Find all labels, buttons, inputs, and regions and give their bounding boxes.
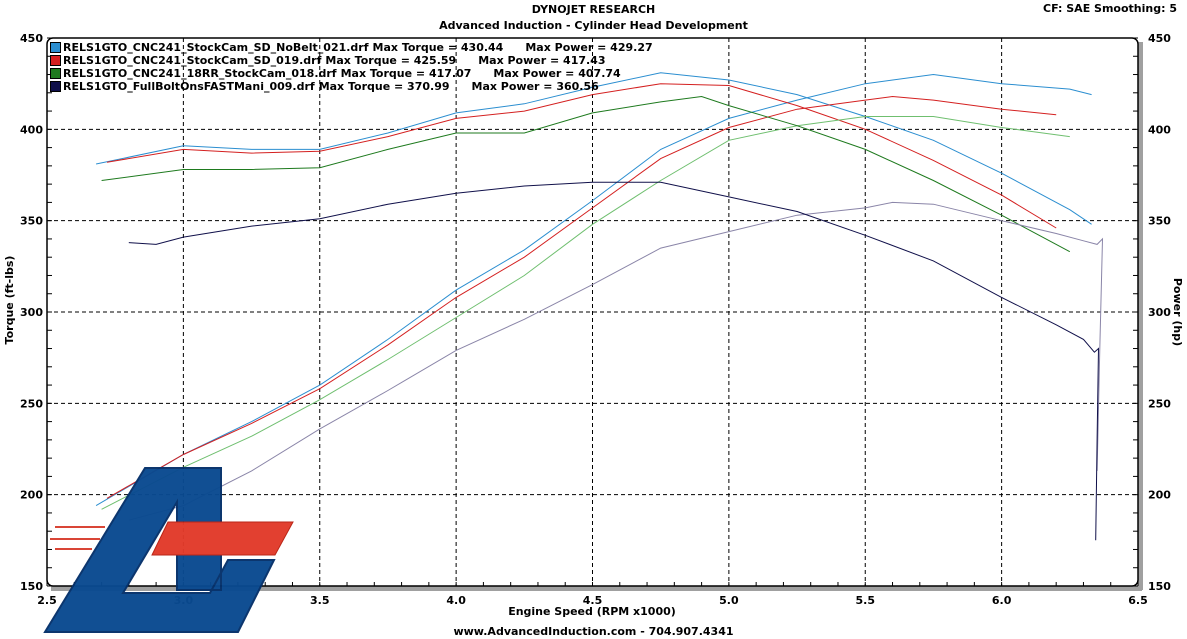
legend-max-torque: Max Torque = 425.59: [325, 54, 457, 67]
x-tick-label: 5.5: [856, 594, 876, 607]
y-tick-label: 300: [20, 306, 43, 319]
y2-tick-label: 150: [1148, 580, 1171, 593]
torque-line-4: [128, 181, 1100, 541]
y-tick-label: 150: [20, 580, 43, 593]
y-tick-label: 450: [20, 32, 43, 45]
y-tick-label: 400: [20, 123, 43, 136]
torque-line-1: [95, 72, 1092, 225]
x-tick-label: 4.0: [446, 594, 466, 607]
x-tick-label: 2.5: [37, 594, 57, 607]
legend-file: RELS1GTO_CNC241_18RR_StockCam_018.drf: [63, 67, 337, 80]
legend-swatch: [50, 81, 61, 92]
y2-tick-label: 200: [1148, 489, 1171, 502]
power-line-4: [128, 201, 1104, 521]
legend-max-power: Max Power = 429.27: [525, 41, 653, 54]
power-line-2: [106, 95, 1057, 499]
company-title: DYNOJET RESEARCH: [531, 3, 656, 16]
x-tick-label: 6.5: [1128, 594, 1148, 607]
x-tick-label: 3.5: [310, 594, 330, 607]
chart-title: Advanced Induction - Cylinder Head Devel…: [439, 19, 748, 32]
legend-entry: RELS1GTO_FullBoltOnsFASTMani_009.drf Max …: [50, 80, 653, 93]
y2-tick-label: 250: [1148, 397, 1171, 410]
legend-max-torque: Max Torque = 430.44: [372, 41, 504, 54]
y-tick-label: 350: [20, 215, 43, 228]
legend-max-power: Max Power = 360.56: [471, 80, 599, 93]
legend-entry: RELS1GTO_CNC241_18RR_StockCam_018.drf Max…: [50, 67, 653, 80]
legend-max-torque: Max Torque = 417.07: [340, 67, 472, 80]
legend-file: RELS1GTO_FullBoltOnsFASTMani_009.drf: [63, 80, 315, 93]
bottom-axis-shadow: [51, 586, 1142, 591]
legend-file: RELS1GTO_CNC241_StockCam_SD_019.drf: [63, 54, 322, 67]
legend-entry: RELS1GTO_CNC241_StockCam_SD_019.drf Max T…: [50, 54, 653, 67]
settings-label: CF: SAE Smoothing: 5: [1043, 2, 1177, 15]
power-line-1: [95, 73, 1092, 507]
logo-red-bar: [151, 521, 294, 556]
legend-swatch: [50, 55, 61, 66]
axes: 2.53.03.54.04.55.05.56.06.51501502002002…: [20, 32, 1171, 607]
footer-text: www.AdvancedInduction.com - 704.907.4341: [453, 625, 734, 638]
y2-tick-label: 300: [1148, 306, 1171, 319]
torque-line-2: [106, 83, 1057, 229]
y2-tick-label: 350: [1148, 215, 1171, 228]
y2-tick-label: 450: [1148, 32, 1171, 45]
y2-tick-label: 400: [1148, 123, 1171, 136]
series-lines: [95, 72, 1104, 541]
logo-blue-shape: [43, 467, 276, 633]
legend-swatch: [50, 42, 61, 53]
y-tick-label: 250: [20, 397, 43, 410]
legend-max-power: Max Power = 407.74: [493, 67, 621, 80]
legend-swatch: [50, 68, 61, 79]
legend-file: RELS1GTO_CNC241_StockCam_SD_NoBelt_021.d…: [63, 41, 369, 54]
y-axis-label: Torque (ft-lbs): [3, 256, 16, 345]
x-axis-label: Engine Speed (RPM x1000): [508, 605, 676, 618]
torque-line-3: [101, 95, 1071, 253]
advanced-induction-logo: [43, 467, 294, 633]
legend-max-torque: Max Torque = 370.99: [318, 80, 450, 93]
legend-entry: RELS1GTO_CNC241_StockCam_SD_NoBelt_021.d…: [50, 41, 653, 54]
power-line-3: [101, 116, 1070, 510]
legend: RELS1GTO_CNC241_StockCam_SD_NoBelt_021.d…: [50, 41, 653, 93]
x-tick-label: 5.0: [719, 594, 739, 607]
y2-axis-label: Power (hp): [1171, 278, 1184, 346]
right-axis-shadow: [1138, 42, 1143, 590]
x-tick-label: 6.0: [992, 594, 1012, 607]
legend-max-power: Max Power = 417.43: [478, 54, 606, 67]
x-tick-label: 4.5: [583, 594, 603, 607]
y-tick-label: 200: [20, 489, 43, 502]
